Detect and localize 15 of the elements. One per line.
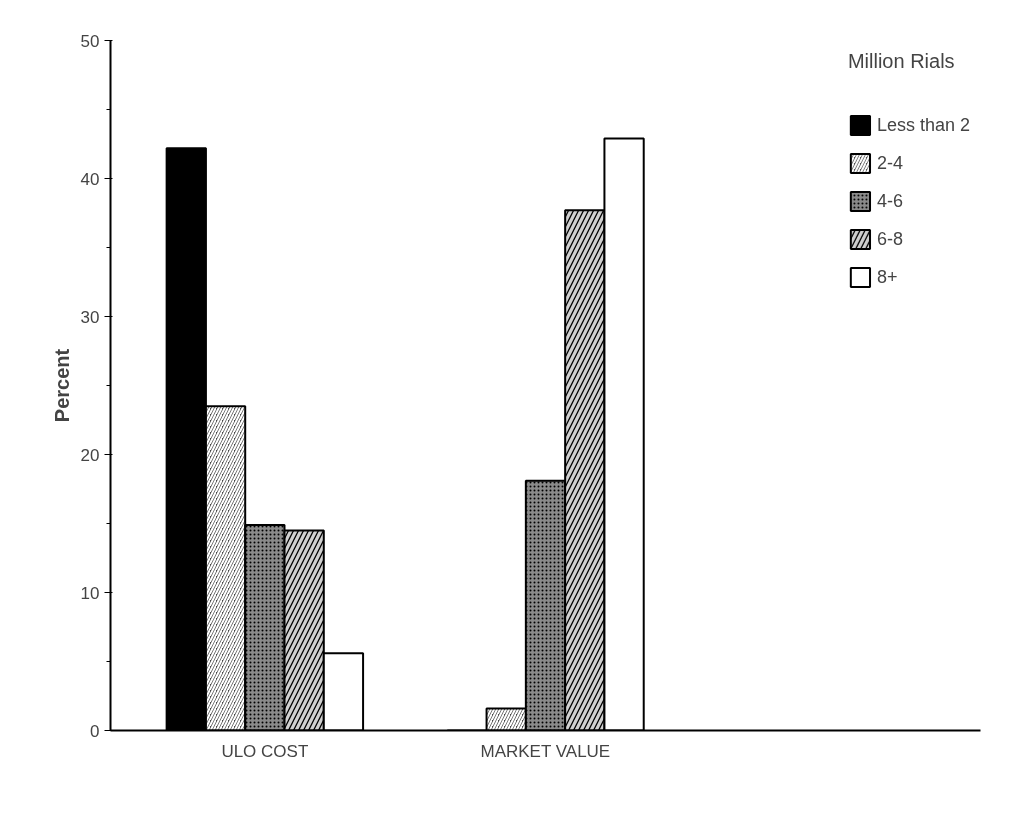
legend-label: 6-8 xyxy=(876,228,903,250)
legend-label: 2-4 xyxy=(876,152,903,174)
legend-label: Less than 2 xyxy=(876,114,970,136)
legend-title: Million Rials xyxy=(847,50,956,73)
y-tick-label: 40 xyxy=(80,169,100,189)
y-tick-label: 20 xyxy=(80,445,100,465)
legend-label: 8+ xyxy=(876,266,898,288)
x-tick-label: MARKET VALUE xyxy=(480,741,611,761)
y-axis-title: Percent xyxy=(50,348,73,423)
legend-label: 4-6 xyxy=(876,190,903,212)
y-tick-label: 30 xyxy=(80,307,100,327)
x-tick-label: ULO COST xyxy=(221,741,309,761)
y-tick-label: 0 xyxy=(90,721,100,741)
y-tick-label: 10 xyxy=(80,583,100,603)
y-tick-label: 50 xyxy=(80,31,100,51)
